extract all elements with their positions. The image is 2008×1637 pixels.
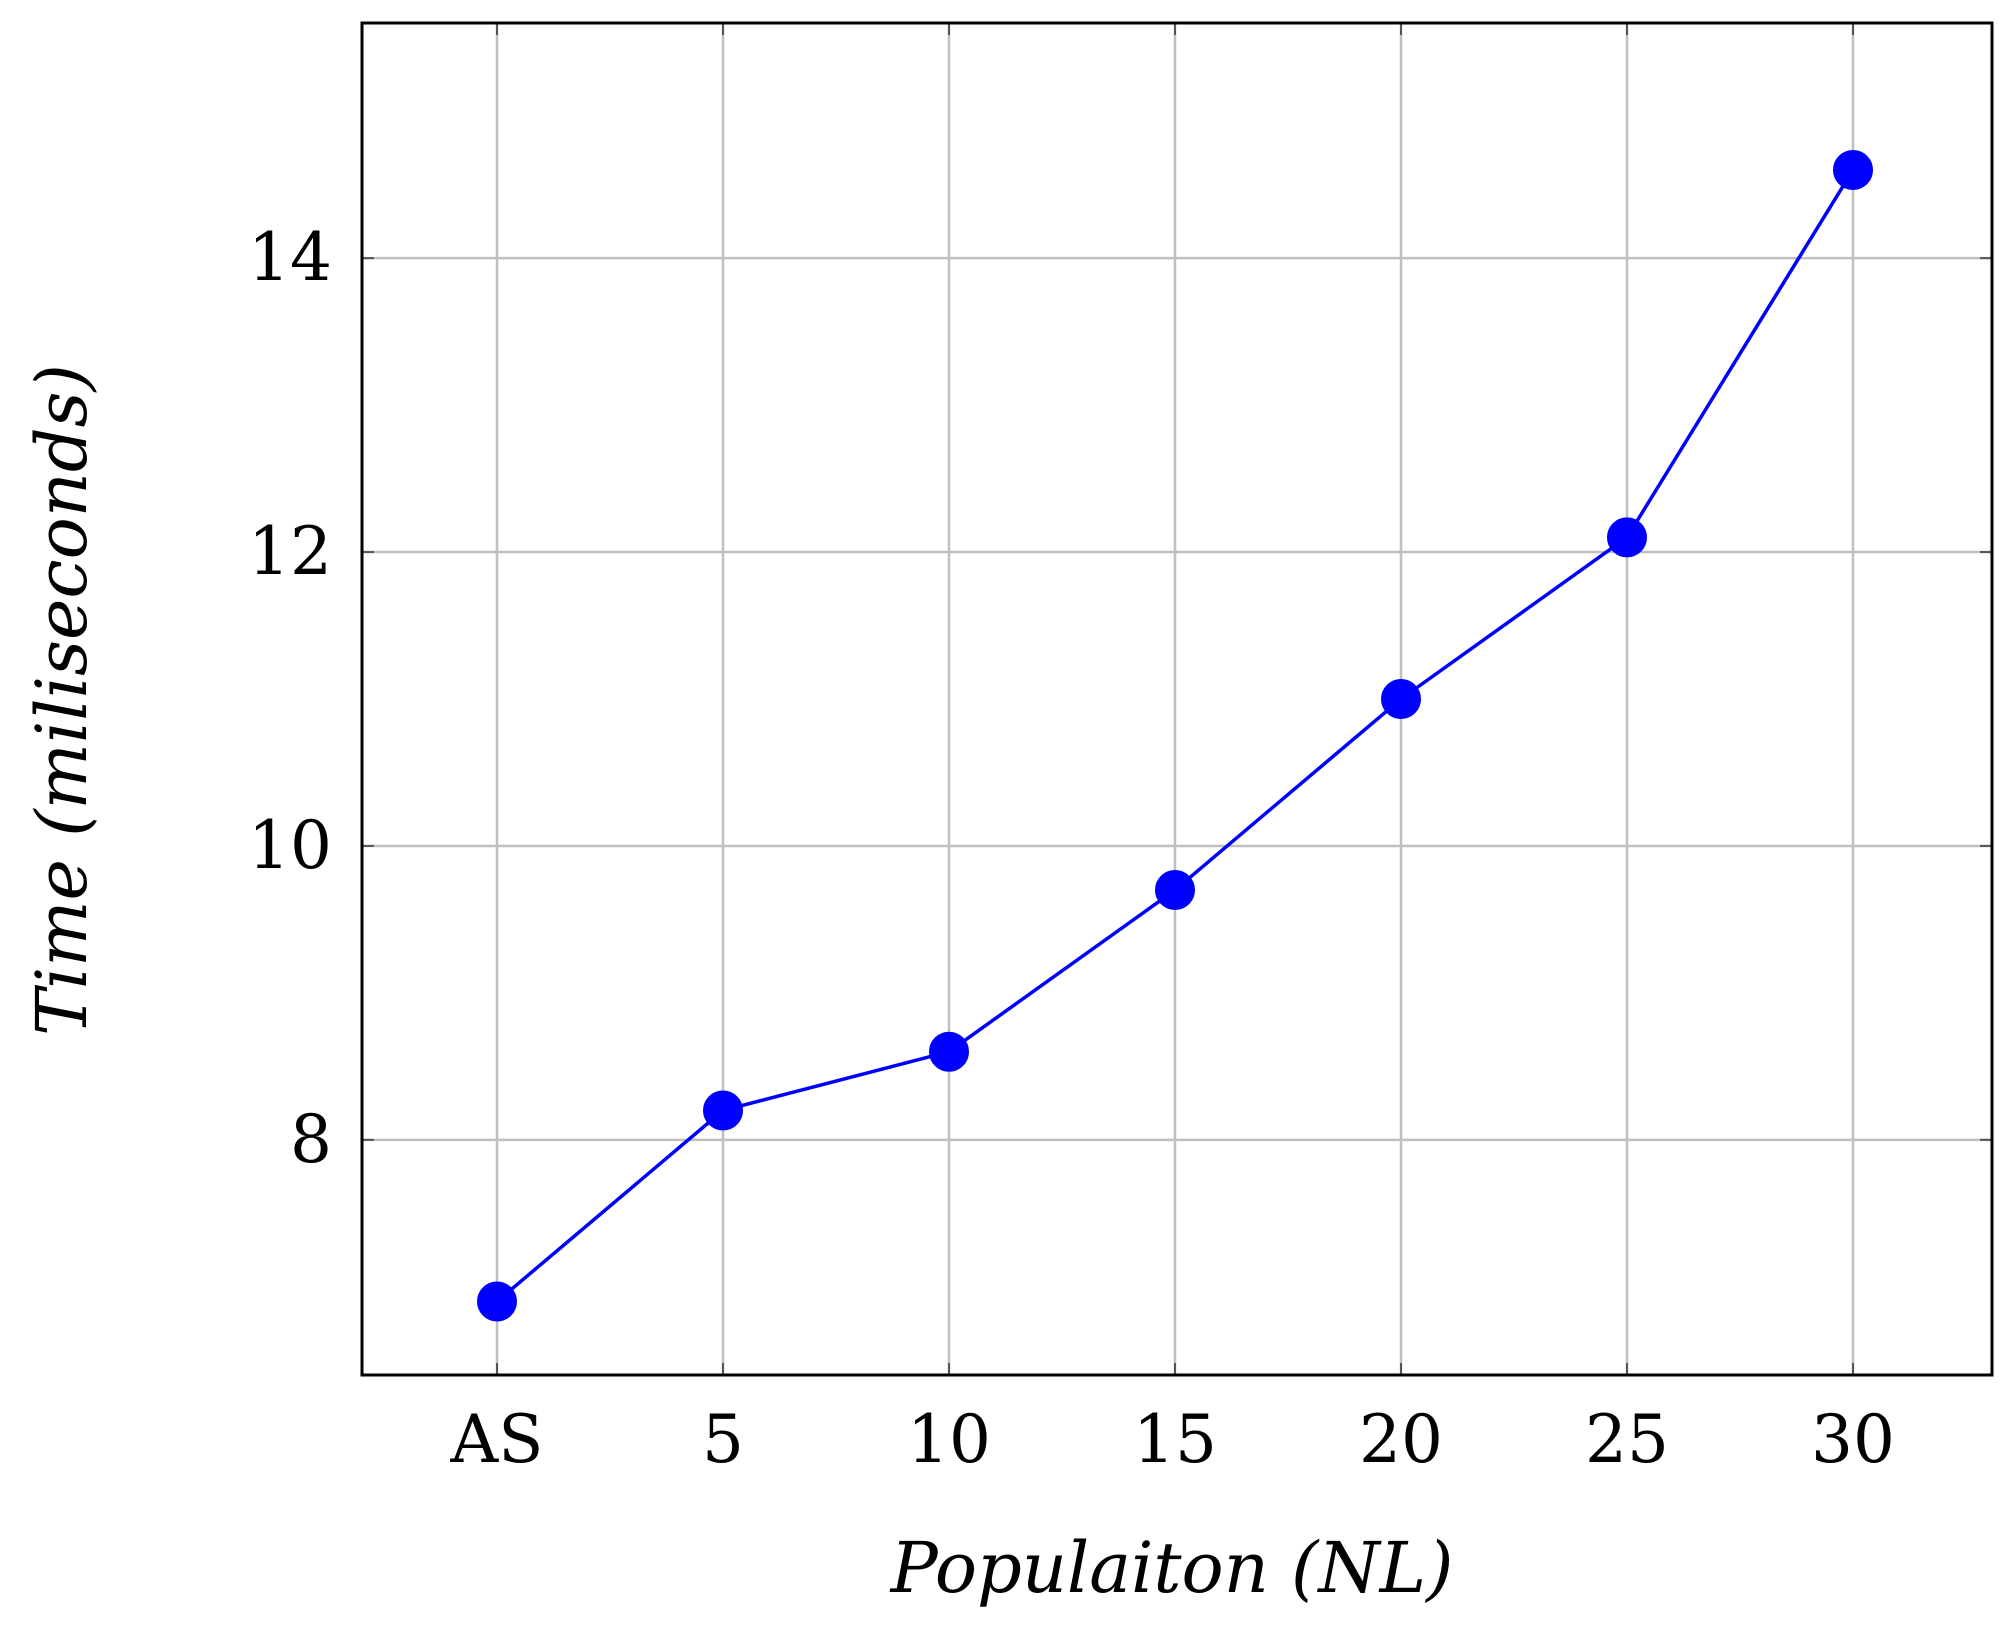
data-point bbox=[477, 1281, 517, 1322]
y-tick-labels: 8 10 12 14 bbox=[248, 219, 332, 1178]
x-tick-label: 15 bbox=[1133, 1401, 1217, 1478]
y-tick-label: 14 bbox=[248, 219, 332, 296]
data-point bbox=[929, 1031, 969, 1072]
x-tick-label: 25 bbox=[1585, 1401, 1669, 1478]
y-axis-title: Time (miliseconds) bbox=[21, 364, 103, 1036]
x-tick-label: 5 bbox=[702, 1401, 744, 1478]
y-tick-label: 8 bbox=[290, 1101, 332, 1178]
x-tick-label: AS bbox=[450, 1401, 544, 1478]
data-point bbox=[1833, 149, 1873, 190]
data-point bbox=[1155, 870, 1195, 911]
data-point bbox=[703, 1090, 743, 1131]
grid bbox=[362, 23, 1992, 1375]
y-tick-label: 12 bbox=[248, 513, 332, 590]
plot-frame bbox=[360, 21, 1994, 1377]
data-point bbox=[1607, 517, 1647, 558]
x-axis-title: Populaiton (NL) bbox=[889, 1527, 1454, 1609]
y-tick-label: 10 bbox=[248, 807, 332, 884]
x-tick-labels: AS 5 10 15 20 25 30 bbox=[450, 1401, 1895, 1478]
axis-ticks bbox=[362, 23, 1992, 1375]
x-tick-label: 10 bbox=[907, 1401, 991, 1478]
data-point bbox=[1381, 679, 1421, 719]
x-tick-label: 20 bbox=[1359, 1401, 1443, 1478]
x-tick-label: 30 bbox=[1811, 1401, 1895, 1478]
data-series bbox=[477, 149, 1873, 1322]
